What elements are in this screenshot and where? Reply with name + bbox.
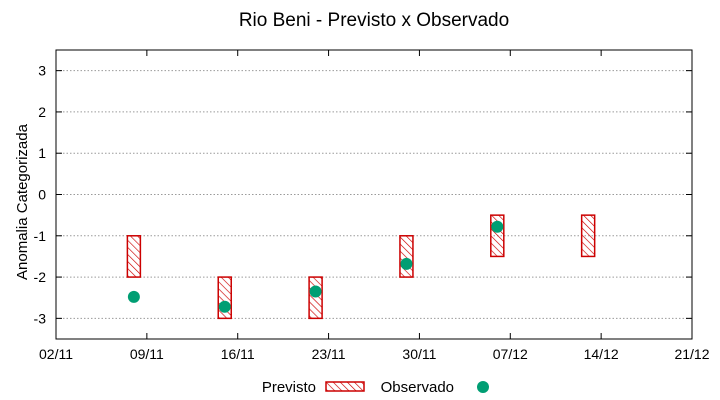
y-tick-label: 1 [38,145,46,161]
observado-point [400,257,413,270]
y-tick-label: 2 [38,104,46,120]
legend-swatch-observado [477,381,489,393]
y-tick-label: 3 [38,63,46,79]
observado-point [309,285,322,298]
x-tick-label: 07/12 [493,346,528,362]
observado-point [127,290,140,303]
previsto-box [126,235,142,278]
observado-point [218,300,231,313]
y-axis-label: Anomalia Categorizada [14,123,31,280]
x-tick-label: 23/11 [312,346,346,362]
plot-series [126,214,596,320]
previsto-box [308,276,323,320]
y-tick-label: 0 [38,187,46,203]
y-tick-label: -3 [34,310,47,326]
observado-point [491,220,504,233]
y-tick-label: -1 [34,228,47,244]
y-tick-label: -2 [34,269,47,285]
x-tick-label: 30/11 [402,346,436,362]
x-tick-label: 02/11 [39,346,73,362]
legend-swatch-previsto [325,381,365,392]
x-tick-label: 16/11 [221,346,255,362]
grid [56,70,692,319]
legend-label-previsto: Previsto [262,379,316,396]
x-tick-label: 14/12 [584,346,619,362]
chart-title: Rio Beni - Previsto x Observado [239,10,509,31]
x-tick-label: 21/12 [674,346,709,362]
legend-label-observado: Observado [381,379,454,396]
axis-ticks: 3 2 1 0 -1 -2 -3 02/11 09/11 16/11 23/11 30/11 07/12… [34,50,710,362]
x-tick-label: 09/11 [130,346,164,362]
previsto-box [580,214,596,258]
legend: Previsto Observado [262,379,489,396]
previsto-box [399,235,414,278]
